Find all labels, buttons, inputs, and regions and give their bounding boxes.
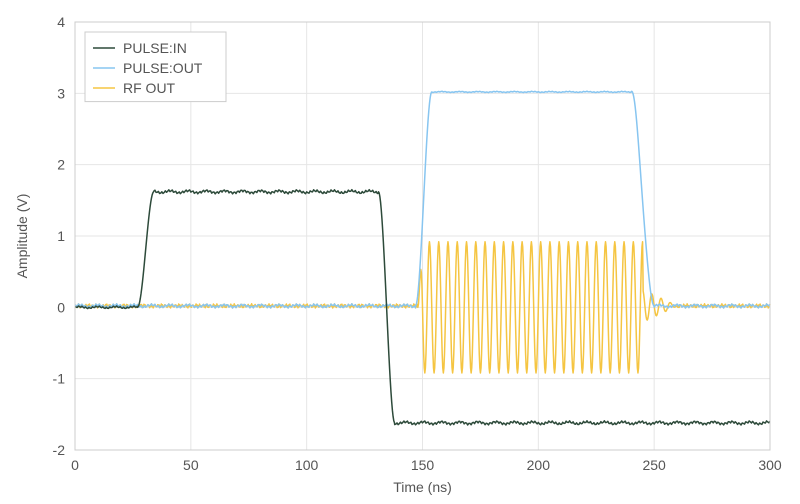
y-tick-label: -2	[53, 442, 66, 458]
y-tick-label: 2	[57, 157, 65, 173]
y-tick-label: 3	[57, 85, 65, 101]
legend-label: PULSE:IN	[123, 40, 187, 56]
x-axis-label: Time (ns)	[393, 479, 452, 495]
legend-label: RF OUT	[123, 80, 176, 96]
x-tick-label: 100	[295, 457, 319, 473]
x-tick-label: 200	[527, 457, 551, 473]
x-tick-label: 150	[411, 457, 435, 473]
chart-container: 0 50 100 150 200 250 300 -2 -1 0 1 2 3 4 Time (ns) Ampl…	[0, 0, 800, 504]
y-tick-label: 0	[57, 299, 65, 315]
y-axis-label: Amplitude (V)	[14, 194, 30, 279]
y-tick-label: 4	[57, 14, 65, 30]
x-tick-label: 300	[758, 457, 782, 473]
x-tick-label: 250	[642, 457, 666, 473]
x-tick-label: 50	[183, 457, 199, 473]
chart-svg: 0 50 100 150 200 250 300 -2 -1 0 1 2 3 4 Time (ns) Ampl…	[0, 0, 800, 504]
y-tick-label: 1	[57, 228, 65, 244]
y-tick-label: -1	[53, 371, 66, 387]
x-tick-label: 0	[71, 457, 79, 473]
legend-label: PULSE:OUT	[123, 60, 203, 76]
